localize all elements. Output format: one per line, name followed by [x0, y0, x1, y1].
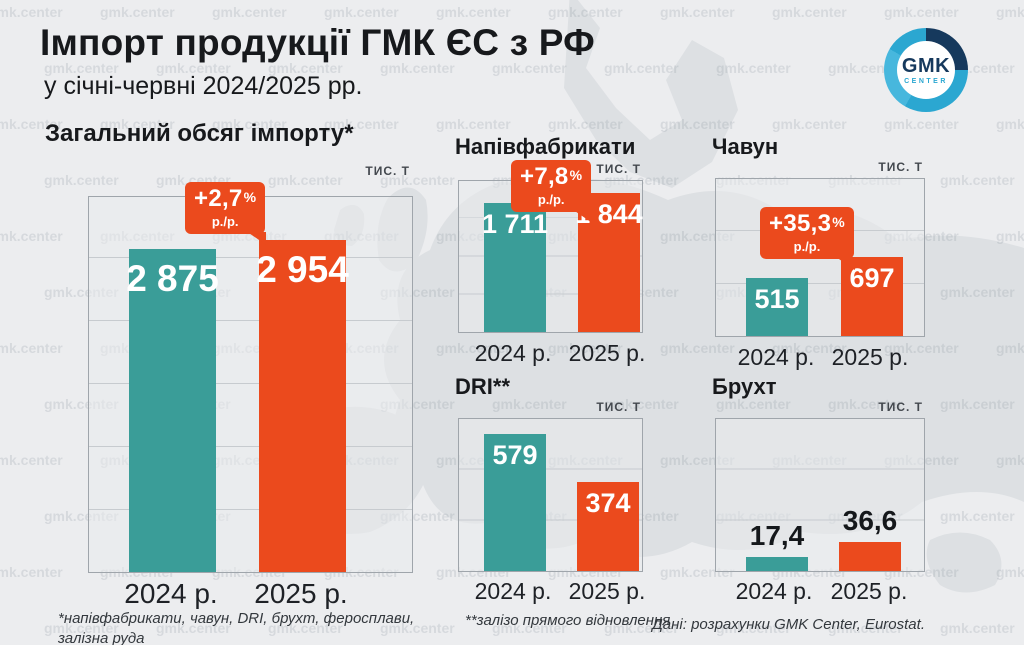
x-label: 2024 р.: [124, 578, 218, 609]
badge-value: +35,3%: [769, 210, 845, 237]
bar-value-label: 515: [754, 283, 800, 314]
logo-name-text: GMK: [901, 54, 951, 77]
logo-ring-icon: GMK CENTER: [884, 28, 968, 112]
x-label: 2025 р.: [830, 578, 908, 604]
bar-value-label: 374: [585, 488, 631, 519]
bar-semifinished-2024: 1 711: [481, 203, 549, 332]
chart-title-total: Загальний обсяг імпорту*: [45, 120, 354, 147]
bar-scrap-2024: 17,4: [746, 520, 808, 571]
bar-value-label: 1 711: [481, 209, 549, 240]
bar-value-label: 697: [849, 263, 895, 294]
badge-period: р./р.: [211, 214, 239, 229]
bar-dri-2025: 374: [577, 482, 639, 571]
yoy-change-badge-semifinished: +7,8% р./р.: [511, 160, 592, 212]
x-label: 2025 р.: [254, 578, 348, 609]
x-label: 2025 р.: [568, 578, 646, 604]
badge-period: р./р.: [793, 239, 821, 254]
unit-label-total: тис. т: [365, 164, 410, 178]
unit-label-scrap: тис. т: [878, 400, 923, 414]
bar-total-2024: 2 875: [126, 249, 219, 572]
x-label: 2024 р.: [474, 578, 552, 604]
plot-scrap: 17,4 36,6: [715, 418, 925, 572]
bar-pig-iron-2024: 515: [746, 277, 808, 336]
bar-total-2025: 2 954: [256, 240, 349, 572]
chart-title-dri: DRI**: [455, 374, 511, 399]
bar-value-label: 17,4: [749, 520, 805, 552]
logo-inner-circle: GMK CENTER: [897, 41, 955, 99]
bar-value-label: 36,6: [842, 504, 898, 536]
chart-title-scrap: Брухт: [712, 374, 777, 399]
bar-pig-iron-2025: 697: [841, 257, 903, 336]
x-label: 2024 р.: [737, 344, 815, 370]
chart-title-pig-iron: Чавун: [712, 134, 779, 159]
data-source: Дані: розрахунки GMK Center, Eurostat.: [652, 616, 925, 633]
badge-period: р./р.: [537, 192, 565, 207]
page-title: Імпорт продукції ГМК ЄС з РФ: [40, 22, 595, 63]
footnote-total: *напівфабрикати, чавун, DRI, брухт, феро…: [58, 610, 415, 645]
badge-value: +2,7%: [194, 185, 257, 212]
x-label: 2024 р.: [474, 340, 552, 366]
unit-label-pig-iron: тис. т: [878, 160, 923, 174]
logo-caption-text: CENTER: [904, 77, 948, 85]
yoy-change-badge-pig-iron: +35,3% р./р.: [760, 207, 854, 259]
bar-dri-2024: 579: [484, 433, 546, 571]
footnote-dri: **залізо прямого відновлення: [465, 612, 671, 629]
bar-scrap-2025: 36,6: [839, 505, 901, 571]
bar-value-label: 2 875: [126, 258, 219, 300]
bar-value-label: 2 954: [256, 249, 349, 291]
chart-title-semifinished: Напівфабрикати: [455, 134, 636, 159]
badge-value: +7,8%: [520, 163, 583, 190]
page-subtitle: у січні-червні 2024/2025 рр.: [44, 72, 363, 100]
x-label: 2025 р.: [831, 344, 909, 370]
x-label: 2024 р.: [735, 578, 813, 604]
plot-total: 2 875 2 954: [88, 196, 413, 573]
x-label: 2025 р.: [568, 340, 646, 366]
unit-label-semifinished: тис. т: [596, 162, 641, 176]
bar-value-label: 579: [492, 439, 538, 470]
unit-label-dri: тис. т: [596, 400, 641, 414]
gmk-center-logo: GMK CENTER: [884, 28, 968, 112]
plot-dri: 579 374: [458, 418, 643, 572]
yoy-change-badge-total: +2,7% р./р.: [185, 182, 266, 234]
